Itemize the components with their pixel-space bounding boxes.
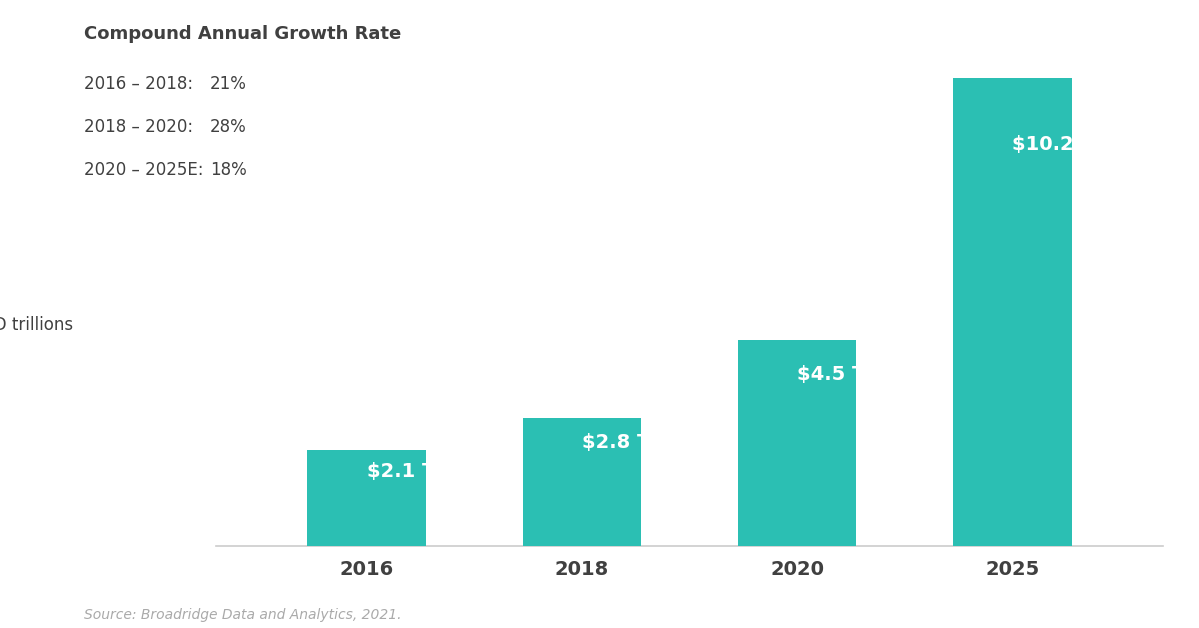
Text: $4.5 T: $4.5 T <box>797 365 866 384</box>
Text: $2.1 T: $2.1 T <box>367 462 435 480</box>
Text: $10.2 T: $10.2 T <box>1012 134 1095 154</box>
Bar <box>307 450 426 546</box>
Text: 18%: 18% <box>210 161 247 179</box>
Bar <box>737 340 856 546</box>
Text: 21%: 21% <box>210 75 247 94</box>
Legend: USD trillions: USD trillions <box>0 306 80 344</box>
Text: Compound Annual Growth Rate: Compound Annual Growth Rate <box>84 25 402 43</box>
Text: 2016 – 2018:: 2016 – 2018: <box>84 75 193 94</box>
Text: 28%: 28% <box>210 118 247 136</box>
Bar <box>523 418 641 546</box>
Bar <box>953 78 1072 546</box>
Text: 2020 – 2025E:: 2020 – 2025E: <box>84 161 204 179</box>
Text: Source: Broadridge Data and Analytics, 2021.: Source: Broadridge Data and Analytics, 2… <box>84 608 402 622</box>
Text: $2.8 T: $2.8 T <box>582 433 650 452</box>
Text: 2018 – 2020:: 2018 – 2020: <box>84 118 193 136</box>
